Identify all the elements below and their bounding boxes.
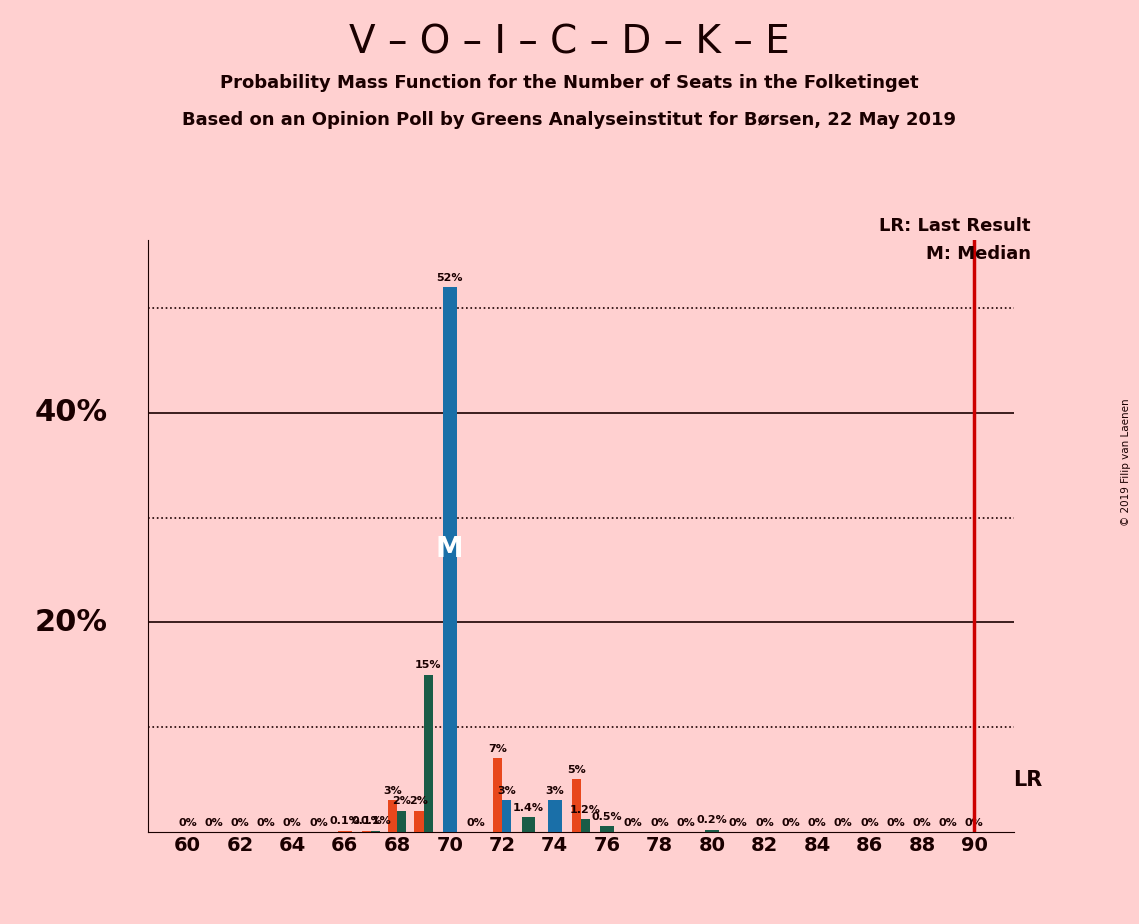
Bar <box>581 819 590 832</box>
Text: 7%: 7% <box>489 744 507 754</box>
Text: 0%: 0% <box>939 819 958 829</box>
Text: 0%: 0% <box>204 819 223 829</box>
Text: 0%: 0% <box>965 819 984 829</box>
Text: 0%: 0% <box>309 819 328 829</box>
Text: 0%: 0% <box>834 819 853 829</box>
Text: 3%: 3% <box>498 786 516 796</box>
Text: 15%: 15% <box>415 661 441 671</box>
Bar <box>522 817 535 832</box>
Text: M: Median: M: Median <box>926 245 1031 262</box>
Text: 0.1%: 0.1% <box>351 817 382 826</box>
Bar <box>415 810 424 832</box>
Text: 0%: 0% <box>781 819 800 829</box>
Text: 0%: 0% <box>467 819 485 829</box>
Text: 0.1%: 0.1% <box>360 817 391 826</box>
Text: LR: Last Result: LR: Last Result <box>879 217 1031 235</box>
Text: 5%: 5% <box>567 765 585 775</box>
Bar <box>443 287 457 832</box>
Text: 0%: 0% <box>178 819 197 829</box>
Bar <box>548 800 562 832</box>
Text: 0.1%: 0.1% <box>329 817 360 826</box>
Bar <box>362 831 371 832</box>
Text: V – O – I – C – D – K – E: V – O – I – C – D – K – E <box>350 23 789 61</box>
Text: 3%: 3% <box>384 786 402 796</box>
Text: M: M <box>436 535 464 563</box>
Text: 0%: 0% <box>808 819 827 829</box>
Text: 20%: 20% <box>34 608 107 637</box>
Text: 3%: 3% <box>546 786 564 796</box>
Text: 0%: 0% <box>624 819 642 829</box>
Bar <box>493 759 502 832</box>
Text: Probability Mass Function for the Number of Seats in the Folketinget: Probability Mass Function for the Number… <box>220 74 919 91</box>
Text: 0%: 0% <box>860 819 879 829</box>
Text: 2%: 2% <box>410 796 428 807</box>
Text: 40%: 40% <box>34 398 107 428</box>
Text: 0%: 0% <box>230 819 249 829</box>
Bar <box>424 675 433 832</box>
Text: 1.4%: 1.4% <box>513 803 544 813</box>
Text: 1.2%: 1.2% <box>570 805 601 815</box>
Text: 0%: 0% <box>282 819 302 829</box>
Text: 52%: 52% <box>436 274 462 283</box>
Text: 2%: 2% <box>393 796 411 807</box>
Text: © 2019 Filip van Laenen: © 2019 Filip van Laenen <box>1121 398 1131 526</box>
Text: Based on an Opinion Poll by Greens Analyseinstitut for Børsen, 22 May 2019: Based on an Opinion Poll by Greens Analy… <box>182 111 957 128</box>
Bar <box>371 831 380 832</box>
Bar <box>338 831 352 832</box>
Text: 0%: 0% <box>912 819 932 829</box>
Bar <box>398 810 407 832</box>
Text: 0%: 0% <box>256 819 276 829</box>
Text: 0.2%: 0.2% <box>697 815 728 825</box>
Bar <box>388 800 398 832</box>
Bar <box>502 800 511 832</box>
Text: 0%: 0% <box>755 819 773 829</box>
Bar <box>572 779 581 832</box>
Text: 0%: 0% <box>677 819 695 829</box>
Text: 0%: 0% <box>886 819 906 829</box>
Bar <box>705 830 719 832</box>
Text: 0.5%: 0.5% <box>592 812 622 822</box>
Text: 0%: 0% <box>729 819 747 829</box>
Text: 0%: 0% <box>650 819 669 829</box>
Text: LR: LR <box>1013 770 1042 790</box>
Bar <box>600 826 614 832</box>
